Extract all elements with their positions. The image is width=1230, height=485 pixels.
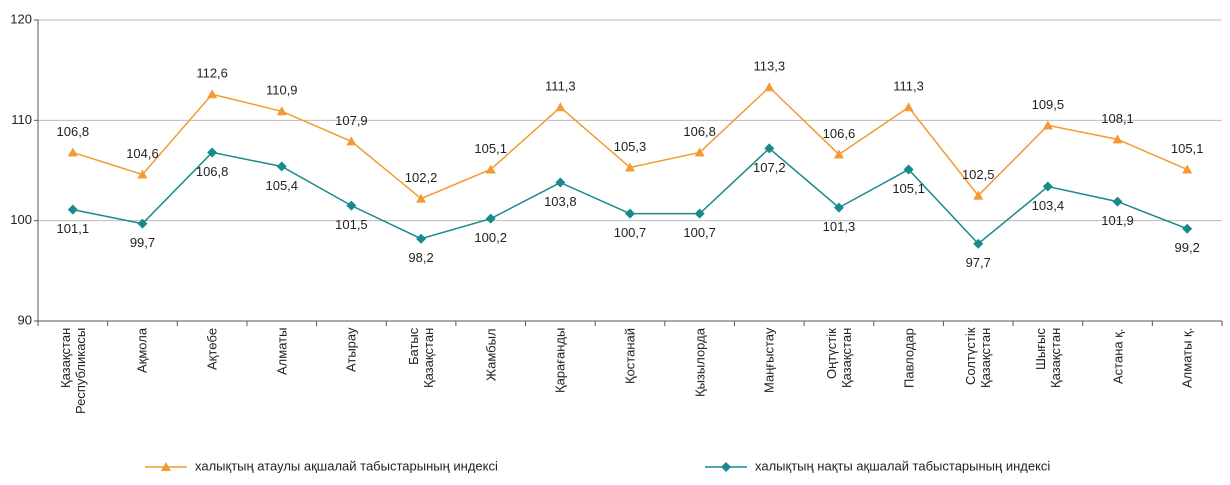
- x-tick-label: Шығыс Қазақстан: [1032, 328, 1063, 389]
- data-label: 106,8: [57, 124, 90, 139]
- data-label: 103,8: [544, 194, 577, 209]
- marker: [416, 193, 427, 203]
- data-label: 97,7: [966, 255, 991, 270]
- marker: [764, 143, 775, 154]
- x-tick-label: Ақтөбе: [204, 328, 220, 371]
- data-label: 105,3: [614, 139, 647, 154]
- marker: [903, 102, 914, 112]
- data-label: 100,7: [683, 225, 716, 240]
- x-tick-label: Оңтүстік Қазақстан: [823, 328, 854, 389]
- marker: [137, 169, 148, 179]
- marker: [67, 204, 78, 215]
- marker: [1042, 120, 1053, 130]
- marker: [764, 82, 775, 92]
- y-tick-label: 100: [10, 212, 32, 227]
- marker: [721, 462, 731, 472]
- data-label: 99,2: [1175, 240, 1200, 255]
- y-tick-label: 90: [18, 312, 32, 327]
- marker: [555, 177, 566, 188]
- marker: [207, 89, 218, 99]
- marker: [1112, 134, 1123, 144]
- legend-label: халықтың нақты ақшалай табыстарының инде…: [755, 458, 1050, 473]
- x-tick-label: Павлодар: [901, 328, 917, 388]
- marker: [973, 190, 984, 200]
- data-label: 105,1: [474, 141, 507, 156]
- x-tick-label: Қазақстан Республикасы: [57, 328, 88, 415]
- data-label: 109,5: [1032, 97, 1065, 112]
- marker: [346, 200, 357, 211]
- x-tick-label: Жамбыл: [483, 328, 499, 381]
- data-label: 105,1: [892, 181, 925, 196]
- marker: [137, 218, 148, 229]
- x-tick-label: Астана қ.: [1110, 328, 1126, 384]
- marker: [1112, 196, 1123, 207]
- marker: [276, 106, 287, 116]
- marker: [207, 147, 218, 158]
- data-label: 99,7: [130, 235, 155, 250]
- marker: [625, 162, 635, 172]
- data-label: 104,6: [126, 146, 159, 161]
- marker: [833, 149, 844, 159]
- data-label: 100,2: [474, 230, 507, 245]
- marker: [485, 213, 496, 224]
- data-label: 101,5: [335, 217, 368, 232]
- x-tick-label: Қарағанды: [552, 328, 568, 394]
- data-label: 107,9: [335, 113, 368, 128]
- marker: [161, 462, 171, 471]
- x-tick-label: Атырау: [343, 328, 359, 373]
- data-label: 111,3: [893, 79, 924, 94]
- x-tick-label: Маңғыстау: [761, 328, 777, 394]
- data-label: 106,6: [823, 126, 856, 141]
- data-label: 105,1: [1171, 141, 1204, 156]
- x-tick-label: Алматы қ.: [1179, 328, 1195, 389]
- x-tick-label: Солтүстік Қазақстан: [963, 328, 994, 389]
- marker: [833, 202, 844, 213]
- data-label: 108,1: [1101, 111, 1134, 126]
- x-tick-label: Алматы: [274, 328, 290, 376]
- marker: [416, 233, 427, 244]
- x-tick-label: Қостанай: [622, 328, 638, 385]
- data-label: 110,9: [266, 83, 298, 98]
- data-label: 101,9: [1101, 213, 1134, 228]
- marker: [276, 161, 287, 172]
- marker: [625, 208, 635, 219]
- data-label: 102,5: [962, 167, 995, 182]
- data-label: 106,8: [196, 164, 229, 179]
- data-label: 111,3: [545, 79, 576, 94]
- x-tick-label: Ақмола: [134, 328, 150, 374]
- x-tick-label: Қызылорда: [692, 328, 708, 397]
- legend-label: халықтың атаулы ақшалай табыстарының инд…: [195, 458, 498, 473]
- marker: [694, 147, 705, 157]
- marker: [973, 238, 984, 249]
- marker: [555, 102, 566, 112]
- marker: [1042, 181, 1053, 192]
- x-tick-label: Батыс Қазақстан: [406, 328, 437, 389]
- data-label: 98,2: [408, 250, 433, 265]
- data-label: 112,6: [196, 66, 228, 81]
- data-label: 100,7: [614, 225, 647, 240]
- data-label: 101,3: [823, 219, 856, 234]
- data-label: 113,3: [754, 59, 786, 74]
- marker: [346, 136, 357, 146]
- marker: [485, 164, 496, 174]
- marker: [694, 208, 705, 219]
- data-label: 105,4: [265, 178, 298, 193]
- data-label: 106,8: [683, 124, 716, 139]
- marker: [1182, 223, 1193, 234]
- data-label: 103,4: [1032, 198, 1065, 213]
- data-label: 107,2: [753, 160, 786, 175]
- marker: [67, 147, 78, 157]
- marker: [903, 164, 914, 175]
- data-label: 101,1: [57, 221, 90, 236]
- marker: [1182, 164, 1193, 174]
- y-tick-label: 120: [10, 11, 32, 26]
- data-label: 102,2: [405, 170, 438, 185]
- y-tick-label: 110: [11, 112, 32, 127]
